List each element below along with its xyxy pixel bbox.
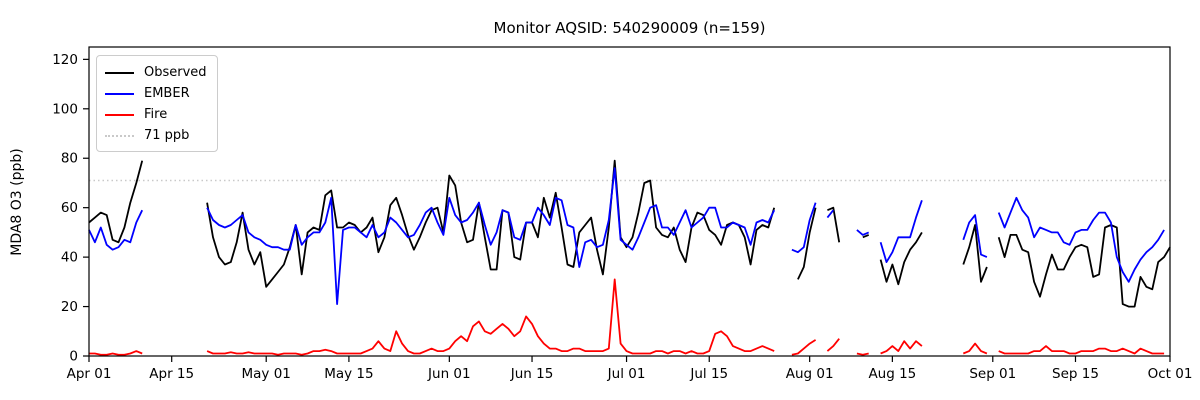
legend-item-ember: EMBER — [105, 83, 209, 104]
legend-line-sample — [105, 92, 134, 95]
y-tick-label: 80 — [61, 151, 78, 167]
x-tick-label: Apr 01 — [67, 366, 112, 382]
x-tick-label: Jul 01 — [607, 366, 646, 382]
y-tick-label: 20 — [61, 299, 78, 315]
legend-item-71-ppb: 71 ppb — [105, 125, 209, 146]
x-tick-label: Jul 15 — [689, 366, 728, 382]
legend: Observed EMBER Fire 71 ppb — [96, 55, 218, 152]
plot-frame — [88, 46, 1171, 357]
legend-label: 71 ppb — [144, 128, 190, 143]
y-tick-label: 40 — [61, 250, 78, 266]
legend-label: Fire — [144, 107, 168, 122]
x-tick-label: Sep 01 — [969, 366, 1016, 382]
x-tick-label: Oct 01 — [1148, 366, 1193, 382]
x-tick-label: Sep 15 — [1052, 366, 1099, 382]
y-tick-label: 0 — [69, 349, 78, 365]
legend-label: Observed — [144, 65, 207, 80]
y-tick-label: 60 — [61, 200, 78, 216]
legend-item-observed: Observed — [105, 62, 209, 83]
y-tick-label: 100 — [52, 101, 78, 117]
series-observed — [88, 159, 1171, 308]
x-tick-label: May 15 — [324, 366, 373, 382]
x-tick-label: May 01 — [242, 366, 291, 382]
legend-label: EMBER — [144, 86, 190, 101]
legend-item-fire: Fire — [105, 104, 209, 125]
legend-line-sample — [105, 134, 134, 137]
series-fire — [89, 278, 1165, 356]
y-axis-label: MDA8 O3 (ppb) — [9, 148, 25, 256]
y-tick-label: 120 — [52, 52, 78, 68]
x-tick-label: Jun 01 — [427, 366, 471, 382]
legend-line-sample — [105, 113, 134, 116]
chart-title: Monitor AQSID: 540290009 (n=159) — [493, 19, 766, 37]
x-tick-label: Jun 15 — [510, 366, 554, 382]
x-tick-label: Aug 01 — [786, 366, 834, 382]
legend-line-sample — [105, 71, 134, 74]
x-tick-label: Apr 15 — [149, 366, 194, 382]
x-tick-label: Aug 15 — [868, 366, 916, 382]
series-ember — [88, 167, 1165, 305]
